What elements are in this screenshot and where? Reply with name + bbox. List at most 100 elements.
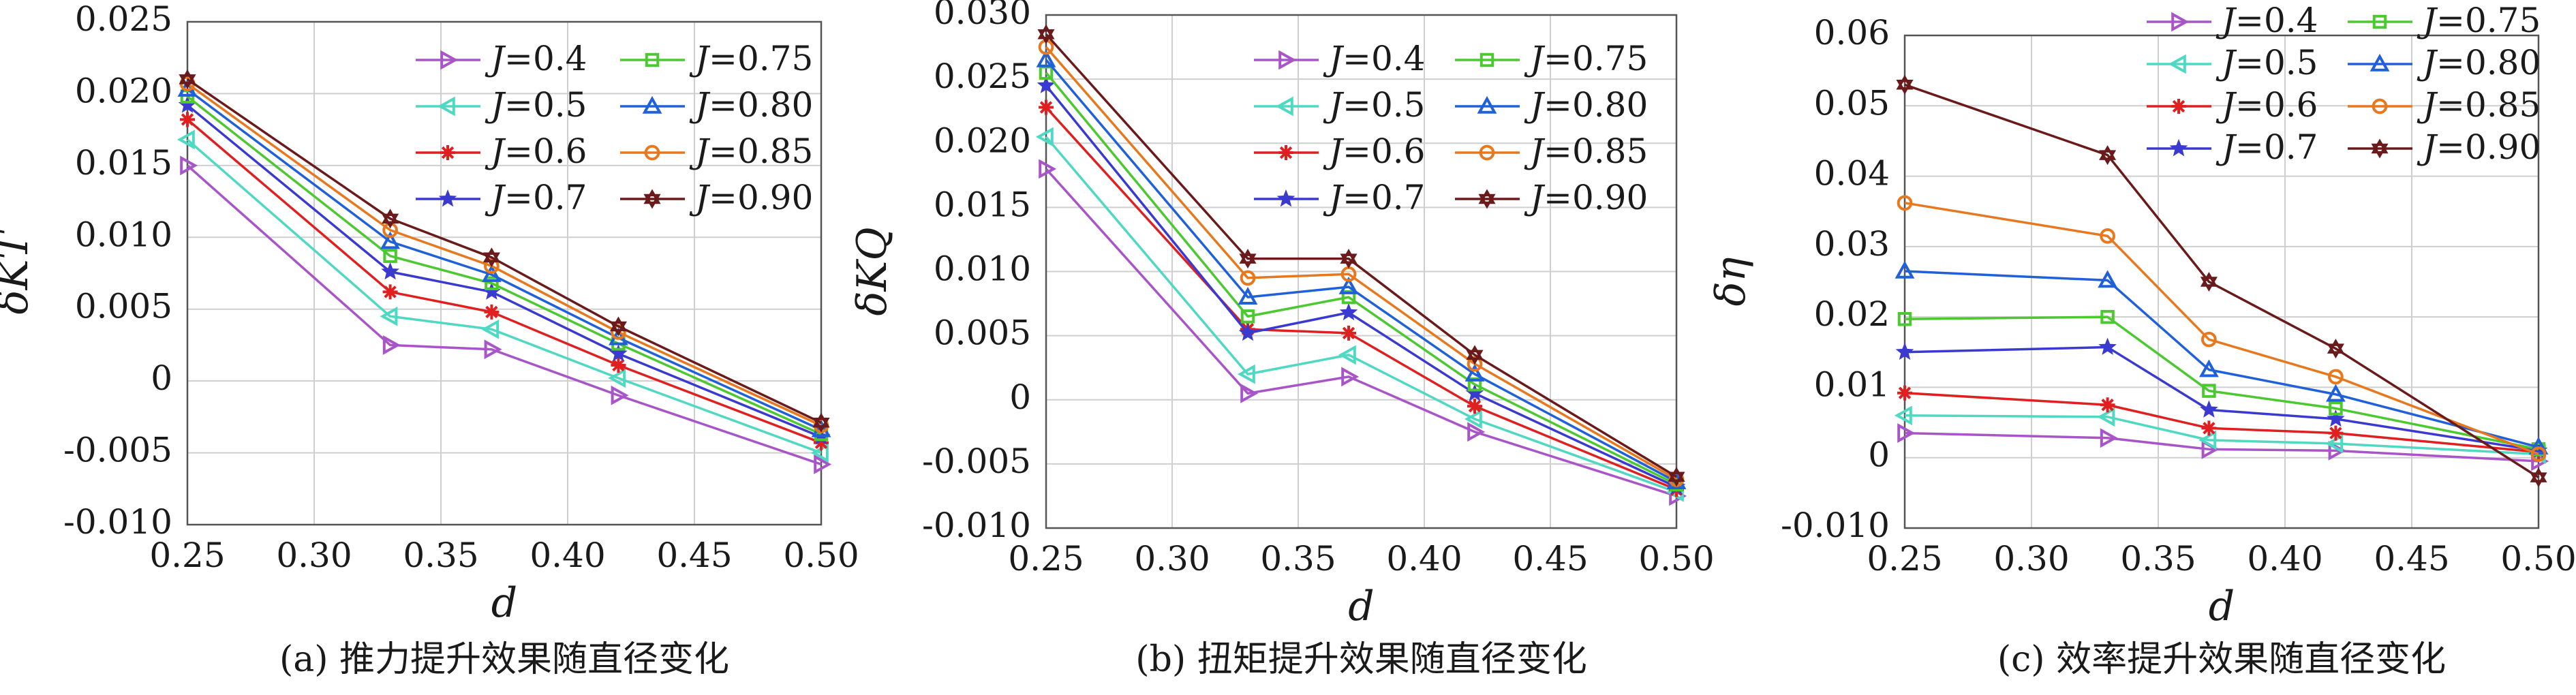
- legend-marker: [1477, 95, 1497, 114]
- legend-item: J=0.90: [1455, 178, 1648, 217]
- series-J=0.75: [1897, 309, 2546, 457]
- series-line: [1045, 46, 1677, 480]
- legend-item: J=0.4: [2147, 1, 2318, 40]
- data-point: [1338, 345, 1356, 365]
- legend-label: J=0.75: [2417, 1, 2541, 40]
- data-point: [812, 412, 830, 428]
- data-point: [2327, 409, 2345, 427]
- legend-item: J=0.5: [1254, 85, 1425, 125]
- y-tick-label: 0.04: [1814, 154, 1890, 194]
- series-J=0.5: [1894, 405, 2546, 464]
- legend-marker-b: [2371, 143, 2389, 159]
- data-point: [1668, 467, 1685, 482]
- y-tick-label: 0: [1009, 377, 1031, 417]
- legend-label: J=0.90: [1524, 178, 1648, 217]
- series-line: [1904, 315, 2539, 451]
- x-tick-label: 0.25: [1867, 539, 1942, 578]
- legend-label: J=0.4: [1323, 39, 1425, 78]
- data-point: [814, 454, 832, 474]
- data-point: [2328, 369, 2344, 385]
- data-point: [1037, 24, 1055, 40]
- series-line: [1904, 270, 2539, 448]
- legend-marker: [1278, 50, 1297, 70]
- data-point-b: [1340, 253, 1358, 269]
- series-J=0.80: [1895, 260, 2549, 455]
- y-tick-label: -0.010: [1781, 506, 1890, 545]
- x-tick-label: 0.30: [1134, 539, 1210, 578]
- legend-item: J=0.75: [620, 39, 813, 78]
- legend-marker: [1479, 144, 1495, 161]
- series-line: [1904, 431, 2539, 463]
- x-tick-label: 0.45: [656, 536, 732, 575]
- series-line: [1904, 202, 2539, 456]
- legend-label: J=0.80: [2417, 43, 2541, 82]
- data-point: [2201, 331, 2217, 348]
- data-point: [382, 208, 399, 224]
- legend-label: J=0.5: [2215, 43, 2318, 82]
- data-point-b: [2327, 343, 2344, 359]
- data-point: [1467, 399, 1482, 414]
- legend-label: J=0.5: [485, 85, 587, 125]
- series-line: [187, 78, 822, 424]
- panel-2: 0.25 0.30 0.35 0.40 0.45 0.50 -0.010 -0.005 0 0.0…: [848, 0, 1715, 680]
- y-tick-label: 0.03: [1814, 224, 1890, 264]
- data-point: [611, 385, 629, 405]
- y-axis-label: δη: [1707, 257, 1755, 306]
- legend-marker: [642, 95, 662, 114]
- y-tick-label: 0.020: [75, 71, 172, 110]
- data-point: [380, 231, 400, 249]
- data-point-b: [1037, 29, 1055, 44]
- legend-item: J=0.85: [620, 132, 813, 171]
- legend-label: J=0.85: [2417, 85, 2541, 125]
- data-point: [1037, 76, 1056, 93]
- data-point: [380, 306, 398, 326]
- legend-item: J=0.75: [2348, 1, 2541, 40]
- legend: J=0.4J=0.5J=0.6J=0.7J=0.75J=0.80J=0.85J=…: [2147, 1, 2541, 167]
- legend-item: J=0.7: [1254, 178, 1425, 217]
- legend-marker: [440, 50, 459, 70]
- data-point: [2202, 384, 2216, 398]
- data-point: [1895, 260, 1915, 279]
- legend-label: J=0.75: [689, 39, 813, 78]
- plot-frame: [186, 20, 823, 526]
- data-point-b: [812, 418, 830, 433]
- x-tick-label: 0.50: [1638, 539, 1714, 578]
- panel-caption: (b) 扭矩提升效果随直径变化: [1135, 639, 1586, 680]
- data-point: [484, 339, 502, 360]
- data-point: [2097, 407, 2115, 427]
- y-tick-label: 0.010: [934, 249, 1031, 289]
- data-point: [1240, 270, 1256, 286]
- panel-3: 0.25 0.30 0.35 0.40 0.45 0.50 -0.010 0 0.01 0.02 0…: [1707, 1, 2576, 680]
- data-point: [1464, 409, 1482, 429]
- data-point: [1897, 385, 1912, 401]
- legend-label: J=0.4: [485, 39, 587, 78]
- x-tick-label: 0.40: [530, 536, 605, 575]
- y-tick-label: 0.02: [1814, 294, 1890, 334]
- y-tick-label: 0.015: [934, 185, 1031, 224]
- data-point: [2201, 420, 2217, 436]
- data-point: [1036, 49, 1056, 67]
- data-point: [1341, 325, 1356, 341]
- data-point: [1897, 423, 1916, 443]
- data-point: [381, 262, 399, 280]
- x-tick-label: 0.30: [276, 536, 352, 575]
- x-tick-label: 0.45: [2374, 539, 2449, 578]
- data-point: [1035, 127, 1054, 147]
- data-point: [1466, 345, 1484, 360]
- data-point: [482, 247, 500, 263]
- legend-label: J=0.7: [1323, 178, 1425, 217]
- y-tick-label: 0.05: [1814, 83, 1890, 123]
- legend-label: J=0.7: [485, 178, 587, 217]
- series-line: [1045, 168, 1677, 497]
- legend-marker: [1278, 145, 1293, 160]
- data-point: [2099, 145, 2117, 160]
- data-point: [2100, 228, 2115, 244]
- series-line: [1904, 83, 2539, 479]
- legend: J=0.4J=0.5J=0.6J=0.7J=0.75J=0.80J=0.85J=…: [416, 39, 813, 217]
- data-point: [1339, 303, 1358, 321]
- y-tick-label: 0.010: [75, 215, 172, 254]
- y-tick-label: 0: [1868, 435, 1890, 475]
- legend-label: J=0.7: [2215, 127, 2318, 167]
- data-point: [2327, 339, 2344, 354]
